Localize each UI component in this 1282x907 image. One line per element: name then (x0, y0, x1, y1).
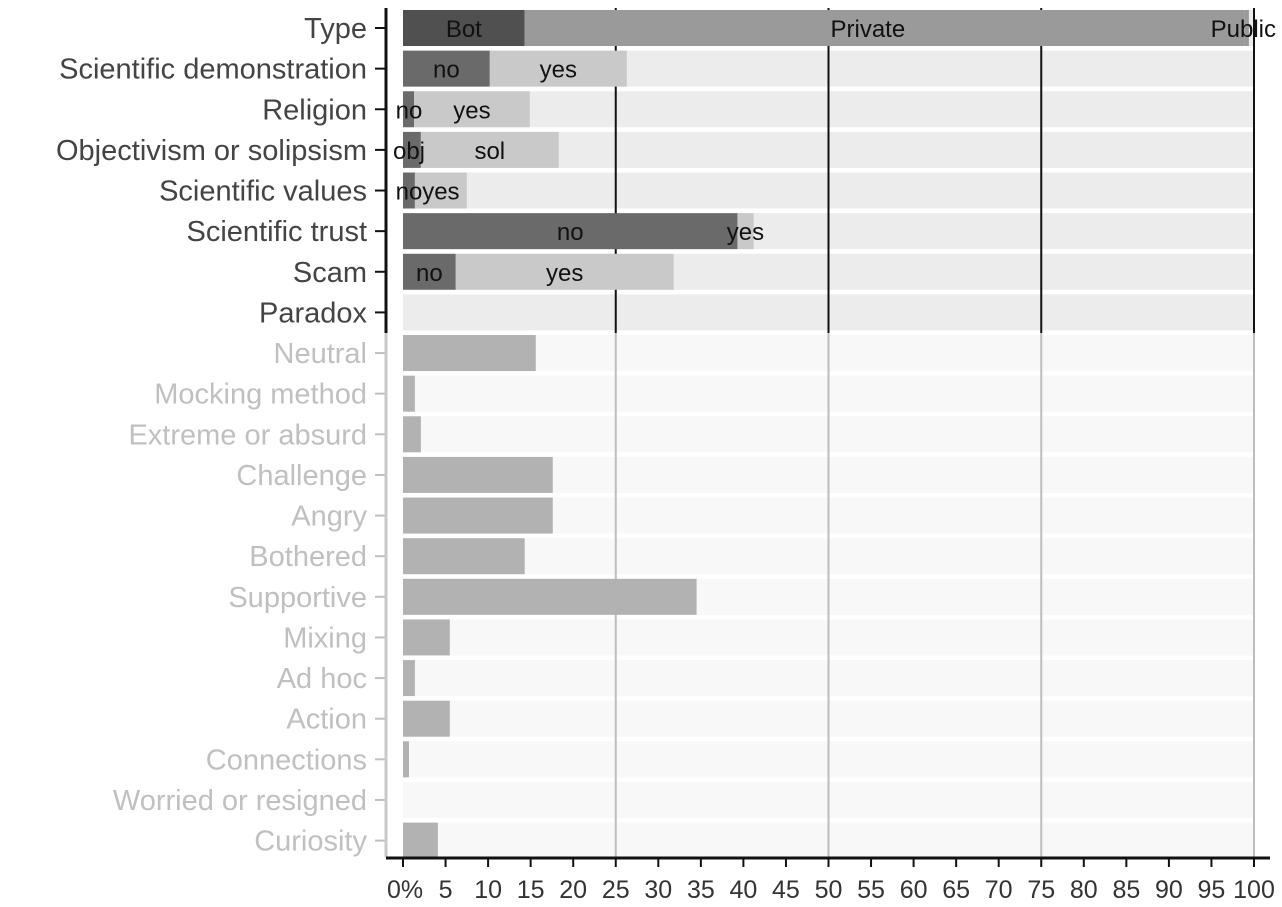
y-axis-labels: Type Scientific demonstration Religion Obje… (56, 13, 367, 858)
bars (403, 10, 1249, 859)
bar (403, 578, 697, 615)
y-tick-label: Scientific demonstration (59, 54, 367, 86)
bar-segment (489, 50, 627, 87)
x-tick-label: 45 (772, 876, 800, 904)
bar-segment (403, 253, 456, 290)
y-tick-label: Ad hoc (277, 663, 367, 695)
bar-segment (403, 131, 421, 168)
segment-label: yes (546, 260, 583, 287)
y-tick-label: Action (286, 704, 367, 736)
y-tick-label: Paradox (259, 297, 368, 329)
segment-label: yes (727, 219, 764, 246)
bar-segment (455, 253, 674, 290)
x-tick-label: 5 (439, 876, 453, 904)
y-tick-label: Objectivism or solipsism (56, 135, 367, 167)
x-tick-label: 30 (644, 876, 672, 904)
segment-label: yes (453, 97, 490, 124)
x-tick-label: 35 (687, 876, 715, 904)
bar-segment (414, 172, 467, 209)
y-tick-label: Angry (291, 501, 367, 533)
x-tick-label: 100 (1233, 876, 1275, 904)
bar-segment (403, 10, 525, 46)
bar (403, 456, 553, 493)
y-tick-label: Type (304, 13, 367, 45)
x-tick-label: 70 (985, 876, 1013, 904)
segment-label: yes (422, 179, 459, 206)
bar (403, 619, 450, 656)
bar (403, 335, 536, 372)
x-tick-label: 90 (1155, 876, 1183, 904)
segment-label: obj (393, 138, 425, 165)
axes: 0% 5 10 15 20 25 30 35 40 45 50 55 60 65 70 75 80 85 90 95 1… (375, 8, 1275, 904)
segment-label: no (433, 57, 460, 84)
segment-label: no (557, 219, 584, 246)
bar-segment (524, 10, 1245, 46)
x-tick-label: 20 (559, 876, 587, 904)
segment-label: Private (831, 16, 906, 43)
segment-label: Bot (446, 16, 482, 43)
x-tick-label: 55 (857, 876, 885, 904)
bar-segment (403, 50, 490, 87)
bar (403, 538, 525, 575)
y-tick-label: Extreme or absurd (128, 419, 367, 451)
bar (403, 375, 415, 412)
y-tick-label: Mocking method (154, 379, 367, 411)
x-tick-label: 95 (1198, 876, 1226, 904)
bar-segment (414, 91, 530, 128)
bar (403, 700, 450, 737)
bar-segment (420, 131, 559, 168)
bar-segment (737, 213, 754, 250)
x-tick-label: 65 (942, 876, 970, 904)
x-tick-label: 25 (602, 876, 630, 904)
bar-segment (1244, 10, 1249, 46)
x-tick-label: 60 (900, 876, 928, 904)
y-tick-label: Neutral (274, 338, 368, 370)
bar (403, 497, 553, 534)
x-tick-label: 40 (729, 876, 757, 904)
y-tick-label: Connections (206, 744, 367, 776)
segment-label: sol (474, 138, 505, 165)
segment-label: no (416, 260, 443, 287)
y-tick-label: Bothered (249, 541, 367, 573)
x-tick-label: 75 (1027, 876, 1055, 904)
bar (403, 822, 438, 859)
y-tick-label: Scientific values (159, 176, 367, 208)
segment-label: no (396, 179, 423, 206)
bar-segment (403, 213, 738, 250)
y-tick-label: Challenge (236, 460, 367, 492)
y-tick-label: Scam (293, 257, 367, 289)
bar (403, 741, 409, 778)
y-tick-label: Religion (262, 94, 367, 126)
segment-label: yes (540, 57, 577, 84)
y-tick-label: Mixing (283, 622, 367, 654)
x-tick-label: 0% (387, 876, 423, 904)
x-tick-label: 10 (474, 876, 502, 904)
y-tick-label: Scientific trust (187, 216, 368, 248)
x-tick-label: 80 (1070, 876, 1098, 904)
y-tick-label: Supportive (228, 582, 367, 614)
bar (403, 660, 415, 697)
segment-label: no (396, 97, 423, 124)
bar-segment (403, 91, 415, 128)
bar (403, 416, 421, 453)
x-tick-label: 50 (815, 876, 843, 904)
x-tick-label: 15 (517, 876, 545, 904)
y-tick-label: Curiosity (254, 826, 367, 858)
segment-label: Public (1211, 16, 1276, 43)
bar-segment (403, 172, 415, 209)
y-tick-label: Worried or resigned (113, 785, 367, 817)
x-tick-label: 85 (1112, 876, 1140, 904)
